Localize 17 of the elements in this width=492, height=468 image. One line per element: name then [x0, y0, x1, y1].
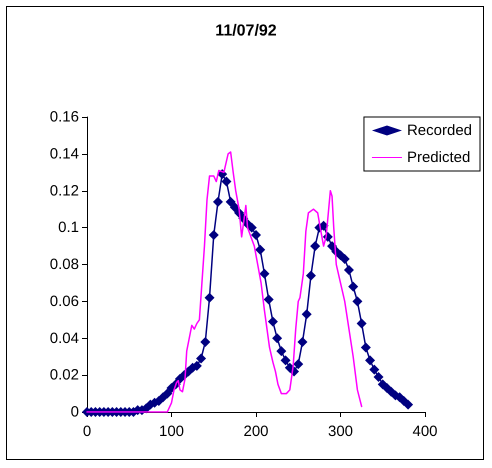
y-tick-label: 0.06 — [50, 292, 79, 310]
y-tick-label: 0.04 — [50, 330, 79, 347]
y-tick-label: 0.1 — [58, 219, 79, 236]
y-tick-label: 0.02 — [50, 366, 79, 384]
x-tick-label: 400 — [412, 423, 438, 440]
y-tick-label: 0.14 — [50, 145, 79, 162]
x-tick-label: 300 — [328, 423, 354, 440]
x-tick-label: 200 — [243, 423, 269, 440]
y-tick-label: 0.08 — [50, 256, 79, 273]
y-tick-label: 0.12 — [50, 182, 79, 200]
chart-title: 11/07/92 — [215, 22, 277, 40]
x-tick-label: 0 — [82, 423, 92, 440]
legend-label: Predicted — [406, 149, 470, 166]
legend-label: Recorded — [406, 122, 472, 139]
x-tick-label: 100 — [158, 423, 184, 440]
y-tick-label: 0.16 — [50, 108, 79, 126]
y-tick-label: 0 — [70, 404, 79, 420]
